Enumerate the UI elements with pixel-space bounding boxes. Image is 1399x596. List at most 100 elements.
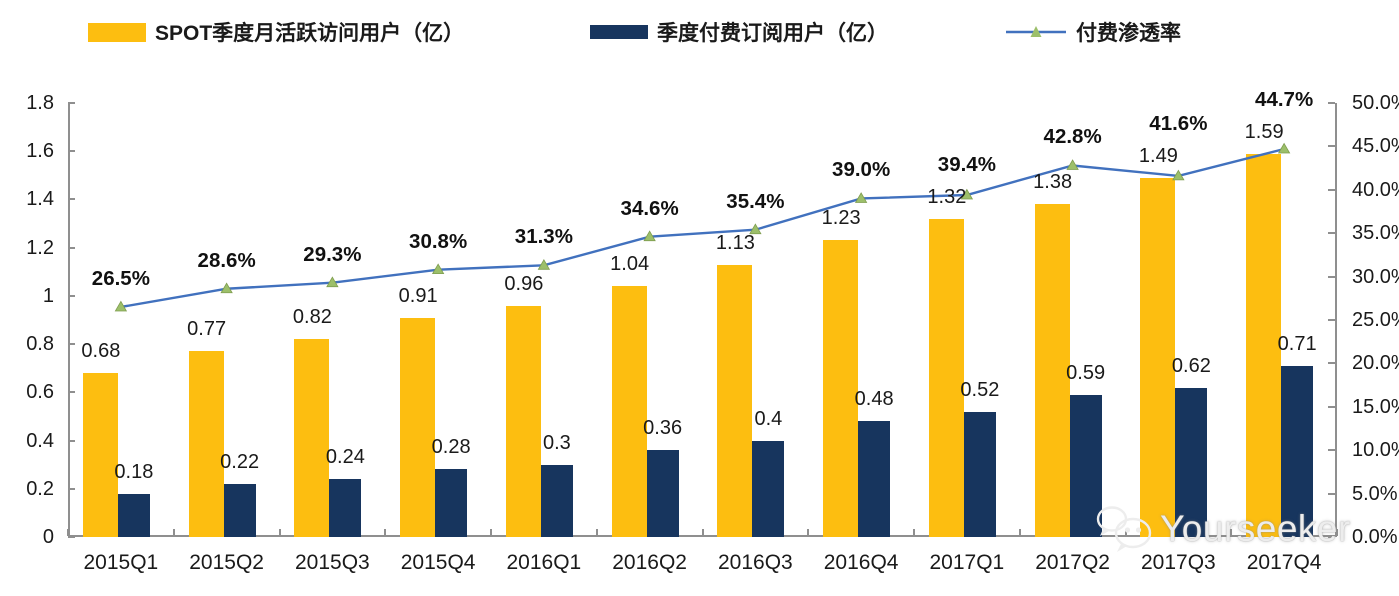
paid-value-label: 0.28 [431,436,471,459]
mau-bar [717,264,753,537]
left-axis-tick [68,246,75,249]
x-axis-tick [172,529,175,536]
mau-value-label: 1.13 [715,231,755,254]
x-axis-tick [1336,529,1338,536]
penetration-legend-swatch [1006,26,1066,37]
penetration-label: 30.8% [409,229,468,253]
mau-value-label: 1.23 [821,207,861,230]
category-label: 2015Q2 [189,551,264,574]
paid-value-label: 0.52 [960,378,1000,401]
left-axis-tick [68,198,75,201]
penetration-label: 26.5% [91,266,150,290]
left-axis-tick [68,294,75,297]
category-label: 2015Q4 [400,551,476,574]
category-label: 2017Q2 [1035,551,1110,574]
paid-bar [329,479,362,537]
paid-value-label: 0.59 [1066,361,1106,384]
category-label: 2016Q1 [506,551,582,574]
category-label: 2016Q3 [718,551,793,574]
watermark-text: Yourseeker [1160,508,1351,549]
mau-bar [505,305,541,537]
legend-label-mau: SPOT季度月活跃访问用户（亿） [155,22,465,45]
paid-bar [117,493,150,537]
category-label: 2017Q3 [1141,551,1216,574]
penetration-label: 35.4% [726,189,785,213]
right-axis-tick-label: 35.0% [1352,222,1399,245]
left-axis-tick [68,536,75,538]
mau-value-label: 0.68 [81,340,121,363]
left-axis-tick [68,343,75,346]
right-axis-tick-label: 10.0% [1352,439,1399,462]
plot-area [68,103,1337,537]
paid-value-label: 0.62 [1171,354,1211,377]
right-axis-tick [1328,405,1335,408]
mau-value-label: 1.04 [610,253,650,276]
penetration-label: 39.0% [832,158,891,182]
left-axis-tick-label: 1.2 [26,236,54,259]
penetration-label: 42.8% [1043,125,1102,149]
right-axis-tick-label: 5.0% [1352,482,1398,505]
legend-item-paid: 季度付费订阅用户（亿） [590,17,888,47]
mau-value-label: 0.91 [398,284,438,307]
wechat-icon [1096,506,1152,552]
paid-value-label: 0.3 [542,431,571,454]
paid-bar [858,421,891,537]
mau-value-label: 0.77 [187,318,227,341]
right-axis-tick [1328,319,1335,321]
x-axis-tick [595,529,598,536]
right-axis-tick-label: 45.0% [1352,135,1399,158]
mau-bar [82,373,118,537]
penetration-label: 44.7% [1255,87,1314,111]
left-axis-tick [68,391,75,394]
left-axis-tick-label: 0.8 [26,333,54,356]
paid-bar [223,483,256,537]
right-axis-tick [1328,362,1335,365]
category-label: 2016Q2 [612,551,687,574]
paid-bar [752,440,785,537]
left-axis-tick [68,487,75,490]
left-axis-tick-label: 1.8 [26,92,54,114]
mau-bar [400,317,436,537]
category-label: 2016Q4 [823,551,899,574]
right-axis-tick [1328,102,1335,104]
paid-bar [435,469,468,537]
right-axis-tick [1328,232,1335,235]
paid-bar [963,411,996,537]
paid-value-label: 0.48 [854,388,894,411]
x-axis-tick [913,529,915,536]
left-axis-tick [68,102,75,104]
mau-bar [611,286,647,537]
right-axis-tick-label: 15.0% [1352,395,1399,418]
mau-value-label: 1.49 [1138,144,1178,167]
x-axis-tick [1124,529,1127,536]
legend-item-mau: SPOT季度月活跃访问用户（亿） [88,17,464,47]
x-axis-tick [278,529,281,536]
legend-item-penetration: 付费渗透率 [1005,17,1181,47]
paid-value-label: 0.36 [643,417,683,440]
left-axis-tick [68,150,75,153]
legend-label-paid: 季度付费订阅用户（亿） [657,22,888,45]
paid-value-label: 0.71 [1277,332,1317,355]
left-axis-tick-label: 0 [42,526,54,548]
mau-value-label: 1.38 [1033,171,1073,194]
right-axis-tick-label: 25.0% [1352,309,1399,331]
paid-bar [1281,365,1314,537]
category-label: 2017Q4 [1246,551,1322,574]
right-axis-tick-label: 20.0% [1352,352,1399,375]
left-axis-tick-label: 0.2 [26,477,54,500]
right-axis-tick [1328,449,1335,452]
penetration-label: 29.3% [303,242,362,266]
left-axis-tick-label: 1.6 [26,140,54,163]
watermark: Yourseeker [1094,503,1351,555]
category-label: 2015Q3 [295,551,370,574]
mau-value-label: 1.59 [1244,120,1284,143]
category-label: 2017Q1 [929,551,1005,574]
penetration-label: 31.3% [514,225,573,249]
right-axis-tick-label: 30.0% [1352,265,1399,288]
left-axis-tick-label: 1.4 [26,188,54,211]
paid-value-label: 0.22 [220,450,260,473]
mau-value-label: 0.96 [504,272,544,295]
right-axis-tick-label: 0.0% [1352,526,1398,548]
x-axis-tick [701,529,704,536]
